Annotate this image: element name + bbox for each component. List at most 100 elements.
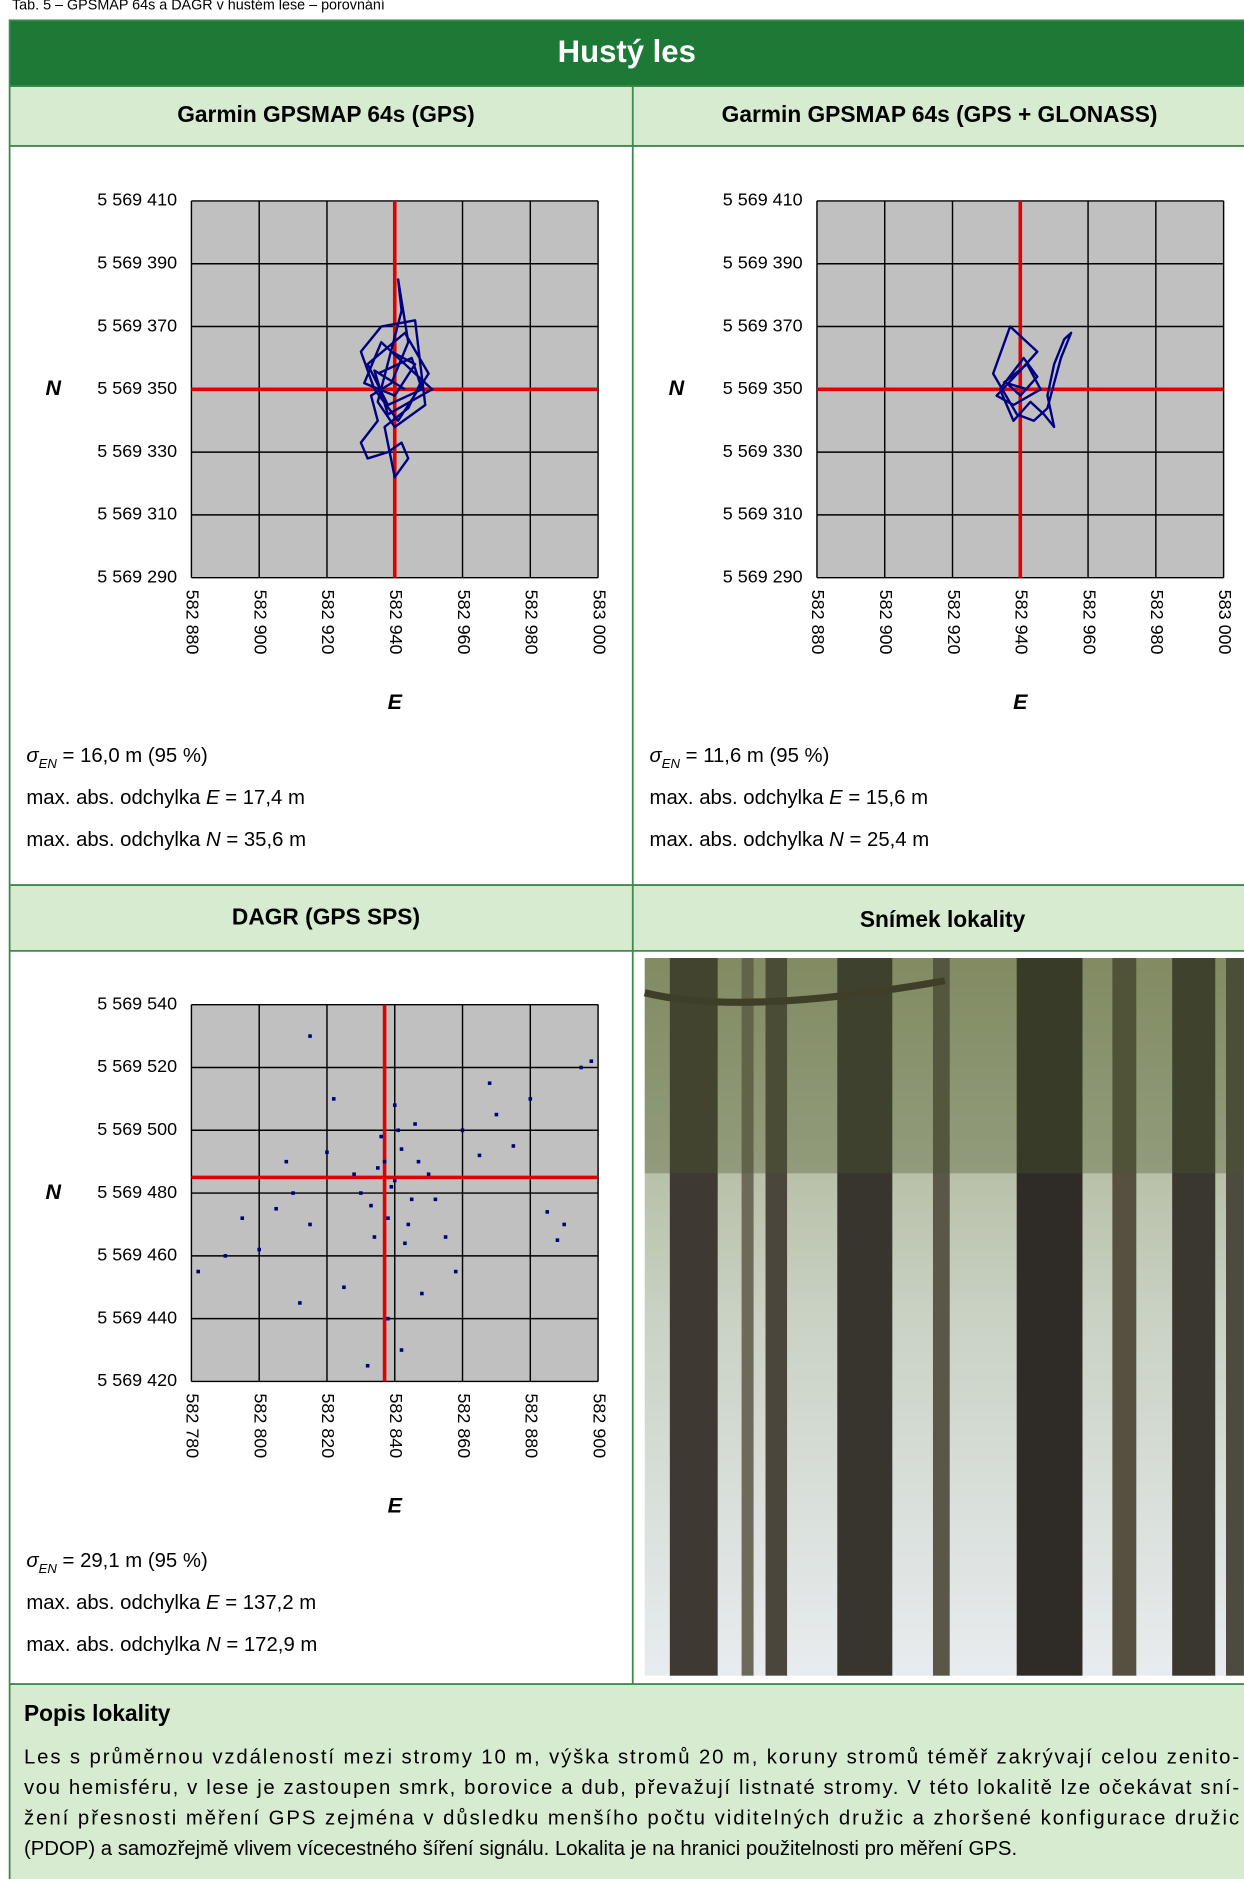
deviation-value: = 172,9 m: [221, 1634, 318, 1656]
sigma-value: = 16,0 m (95 %): [57, 745, 208, 767]
description-line: vou hemisféru, v lese je zastoupen smrk,…: [24, 1777, 1239, 1799]
x-tick-label: 583 000: [1215, 590, 1235, 655]
deviation-stat: max. abs. odchylka E = 137,2 m: [26, 1592, 316, 1614]
position-point: [390, 1185, 394, 1189]
panel-title: DAGR (GPS SPS): [232, 904, 420, 930]
page: Tab. 5 – GPSMAP 64s a DAGR v hustém lese…: [0, 0, 1244, 1879]
position-point: [298, 1301, 302, 1305]
position-point: [224, 1254, 228, 1258]
sigma-value: = 29,1 m (95 %): [57, 1550, 208, 1572]
position-point: [325, 1150, 329, 1154]
sigma-subscript: EN: [39, 1561, 58, 1576]
y-tick-label: 5 569 410: [97, 190, 177, 210]
x-tick-label: 582 860: [454, 1393, 474, 1458]
deviation-stat: max. abs. odchylka N = 25,4 m: [650, 829, 930, 851]
deviation-variable: N: [206, 1634, 221, 1656]
x-tick-label: 582 780: [183, 1393, 203, 1458]
position-point: [444, 1235, 448, 1239]
position-point: [488, 1081, 492, 1085]
deviation-variable: N: [829, 829, 844, 851]
y-tick-label: 5 569 310: [723, 504, 803, 524]
y-tick-label: 5 569 350: [723, 378, 803, 398]
x-tick-label: 582 980: [522, 590, 542, 655]
x-tick-label: 582 960: [1079, 590, 1099, 655]
panel-title: Garmin GPSMAP 64s (GPS + GLONASS): [722, 101, 1158, 127]
x-tick-label: 582 800: [250, 1393, 270, 1458]
y-tick-label: 5 569 540: [97, 993, 177, 1013]
x-tick-label: 582 940: [1012, 590, 1032, 655]
position-point: [257, 1248, 261, 1252]
description-line: Les s průměrnou vzdáleností mezi stromy …: [24, 1747, 1239, 1769]
x-tick-label: 582 920: [944, 590, 964, 655]
position-point: [352, 1172, 356, 1176]
y-tick-label: 5 569 500: [97, 1119, 177, 1139]
sigma-value: = 11,6 m (95 %): [680, 745, 829, 767]
position-point: [240, 1216, 244, 1220]
scatter-chart: 5 569 2905 569 3105 569 3305 569 3505 56…: [46, 190, 610, 714]
x-tick-label: 583 000: [589, 590, 609, 655]
position-point: [373, 1235, 377, 1239]
x-axis-label: E: [1013, 690, 1028, 714]
deviation-value: = 25,4 m: [844, 829, 929, 851]
position-point: [393, 1103, 397, 1107]
position-point: [386, 1216, 390, 1220]
x-tick-label: 582 900: [250, 590, 270, 655]
position-point: [434, 1198, 438, 1202]
deviation-label: max. abs. odchylka: [650, 829, 830, 851]
sigma-stat: σEN = 16,0 m (95 %): [26, 745, 207, 771]
deviation-variable: E: [206, 1592, 220, 1614]
y-tick-label: 5 569 350: [97, 378, 177, 398]
deviation-stat: max. abs. odchylka E = 17,4 m: [26, 787, 305, 809]
y-tick-label: 5 569 410: [723, 190, 803, 210]
position-point: [400, 1147, 404, 1151]
position-point: [417, 1160, 421, 1164]
caption: Tab. 5 – GPSMAP 64s a DAGR v hustém lese…: [12, 0, 385, 14]
position-point: [556, 1238, 560, 1242]
x-tick-label: 582 900: [876, 590, 896, 655]
position-point: [562, 1223, 566, 1227]
position-point: [461, 1128, 465, 1132]
description-line: (PDOP) a samozřejmě vlivem vícecestného …: [24, 1838, 1017, 1860]
sigma-symbol: σ: [26, 745, 39, 767]
y-tick-label: 5 569 460: [97, 1245, 177, 1265]
sigma-symbol: σ: [26, 1550, 39, 1572]
deviation-value: = 17,4 m: [220, 787, 305, 809]
deviation-variable: E: [829, 787, 843, 809]
position-point: [376, 1166, 380, 1170]
panel: Garmin GPSMAP 64s (GPS + GLONASS) 5 569 2…: [650, 101, 1235, 851]
y-tick-label: 5 569 310: [97, 504, 177, 524]
y-tick-label: 5 569 480: [97, 1182, 177, 1202]
position-point: [396, 1128, 400, 1132]
deviation-label: max. abs. odchylka: [26, 829, 206, 851]
deviation-variable: E: [206, 787, 220, 809]
y-tick-label: 5 569 390: [723, 252, 803, 272]
position-point: [393, 1179, 397, 1183]
position-point: [407, 1223, 411, 1227]
x-tick-label: 582 820: [318, 1393, 338, 1458]
position-point: [308, 1034, 312, 1038]
x-tick-label: 582 880: [183, 590, 203, 655]
position-point: [413, 1122, 417, 1126]
position-point: [579, 1066, 583, 1070]
y-axis-label: N: [46, 1180, 62, 1204]
x-axis-label: E: [388, 1494, 403, 1518]
y-tick-label: 5 569 370: [723, 315, 803, 335]
position-point: [410, 1198, 414, 1202]
position-point: [420, 1292, 424, 1296]
deviation-stat: max. abs. odchylka E = 15,6 m: [650, 787, 929, 809]
x-tick-label: 582 920: [318, 590, 338, 655]
position-point: [366, 1364, 370, 1368]
deviation-value: = 137,2 m: [220, 1592, 317, 1614]
sigma-symbol: σ: [650, 745, 663, 767]
position-point: [545, 1210, 549, 1214]
deviation-label: max. abs. odchylka: [650, 787, 830, 809]
x-tick-label: 582 960: [454, 590, 474, 655]
position-point: [359, 1191, 363, 1195]
sigma-subscript: EN: [662, 756, 681, 771]
y-tick-label: 5 569 330: [97, 441, 177, 461]
description-title: Popis lokality: [24, 1700, 171, 1726]
y-tick-label: 5 569 420: [97, 1370, 177, 1390]
